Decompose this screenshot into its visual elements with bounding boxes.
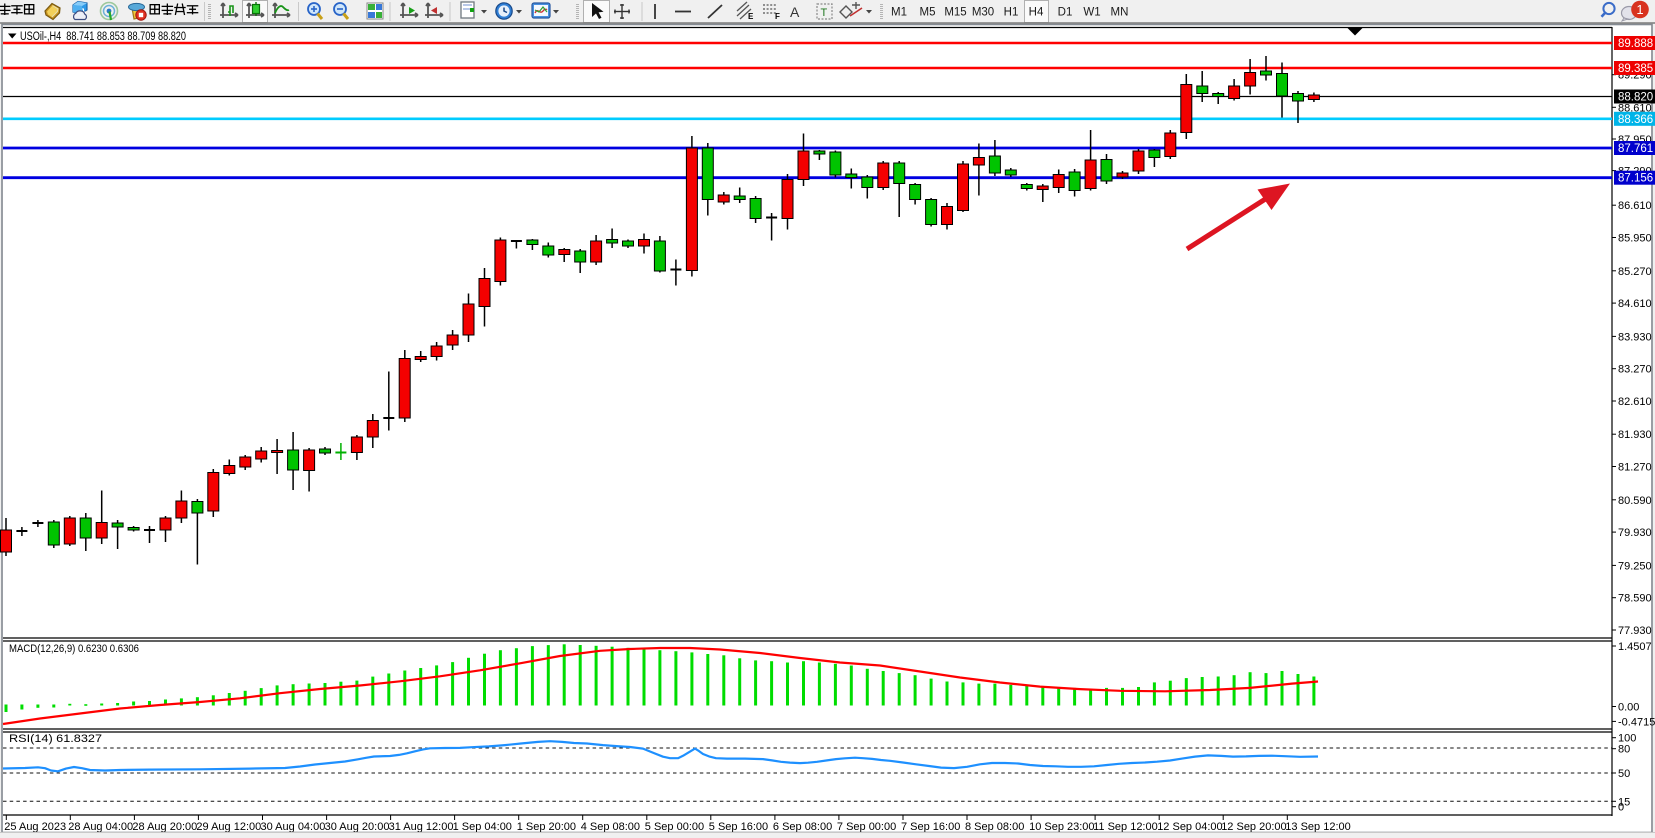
svg-text:89.385: 89.385 [1618,63,1653,75]
svg-text:82.610: 82.610 [1618,396,1652,408]
svg-text:H1: H1 [1004,7,1019,19]
svg-text:30 Aug 20:00: 30 Aug 20:00 [325,821,390,833]
svg-text:-0.4715: -0.4715 [1618,716,1655,728]
svg-text:83.930: 83.930 [1618,331,1652,343]
svg-text:12 Sep 20:00: 12 Sep 20:00 [1221,821,1286,833]
svg-text:12 Sep 04:00: 12 Sep 04:00 [1157,821,1222,833]
svg-text:5 Sep 16:00: 5 Sep 16:00 [709,821,768,833]
svg-text:T: T [821,7,828,19]
svg-text:M30: M30 [972,7,994,19]
svg-text:W1: W1 [1083,7,1100,19]
svg-text:11 Sep 12:00: 11 Sep 12:00 [1093,821,1158,833]
svg-text:100: 100 [1618,733,1636,745]
svg-text:D1: D1 [1058,7,1073,19]
svg-text:15: 15 [1618,796,1630,808]
svg-text:M5: M5 [920,7,936,19]
svg-text:30 Aug 04:00: 30 Aug 04:00 [261,821,326,833]
svg-text:25 Aug 2023: 25 Aug 2023 [4,821,66,833]
svg-text:28 Aug 04:00: 28 Aug 04:00 [68,821,133,833]
svg-text:A: A [790,4,800,20]
svg-text:H4: H4 [1029,7,1044,19]
svg-text:28 Aug 20:00: 28 Aug 20:00 [132,821,197,833]
svg-text:87.761: 87.761 [1618,143,1653,155]
svg-text:79.930: 79.930 [1618,527,1652,539]
svg-text:4 Sep 08:00: 4 Sep 08:00 [581,821,640,833]
svg-text:86.610: 86.610 [1618,200,1652,212]
svg-text:84.610: 84.610 [1618,298,1652,310]
svg-text:78.590: 78.590 [1618,593,1652,605]
svg-text:87.156: 87.156 [1618,173,1653,185]
svg-text:1: 1 [1636,2,1643,17]
svg-text:8 Sep 08:00: 8 Sep 08:00 [965,821,1024,833]
svg-text:7 Sep 16:00: 7 Sep 16:00 [901,821,960,833]
svg-text:77.930: 77.930 [1618,625,1652,637]
svg-text:88.366: 88.366 [1618,114,1653,126]
svg-text:6 Sep 08:00: 6 Sep 08:00 [773,821,832,833]
svg-text:M1: M1 [891,7,907,19]
svg-text:1.4507: 1.4507 [1618,641,1652,653]
svg-text:0: 0 [1618,802,1624,814]
svg-text:85.950: 85.950 [1618,233,1652,245]
svg-text:M15: M15 [944,7,966,19]
svg-text:5 Sep 00:00: 5 Sep 00:00 [645,821,704,833]
svg-text:USOil-,H4 88.741 88.853 88.70: USOil-,H4 88.741 88.853 88.709 88.820 [20,31,186,43]
svg-text:79.250: 79.250 [1618,560,1652,572]
svg-text:MACD(12,26,9) 0.6230 0.6306: MACD(12,26,9) 0.6230 0.6306 [9,643,139,655]
svg-text:88.610: 88.610 [1618,102,1652,114]
svg-text:81.270: 81.270 [1618,462,1652,474]
svg-text:31 Aug 12:00: 31 Aug 12:00 [389,821,454,833]
svg-text:1 Sep 04:00: 1 Sep 04:00 [453,821,512,833]
svg-text:7 Sep 00:00: 7 Sep 00:00 [837,821,896,833]
svg-text:1 Sep 20:00: 1 Sep 20:00 [517,821,576,833]
svg-text:E: E [748,12,754,21]
svg-text:80: 80 [1618,744,1630,756]
svg-text:80.590: 80.590 [1618,495,1652,507]
svg-text:81.930: 81.930 [1618,429,1652,441]
svg-text:83.270: 83.270 [1618,364,1652,376]
svg-text:MN: MN [1111,7,1129,19]
svg-text:89.888: 89.888 [1618,38,1653,50]
svg-text:88.820: 88.820 [1618,92,1653,104]
svg-text:13 Sep 12:00: 13 Sep 12:00 [1285,821,1350,833]
svg-text:50: 50 [1618,768,1630,780]
svg-text:10 Sep 23:00: 10 Sep 23:00 [1029,821,1094,833]
svg-text:85.270: 85.270 [1618,266,1652,278]
svg-text:0.00: 0.00 [1618,702,1639,714]
svg-text:29 Aug 12:00: 29 Aug 12:00 [196,821,261,833]
svg-text:RSI(14) 61.8327: RSI(14) 61.8327 [9,733,102,745]
svg-text:F: F [775,12,780,21]
